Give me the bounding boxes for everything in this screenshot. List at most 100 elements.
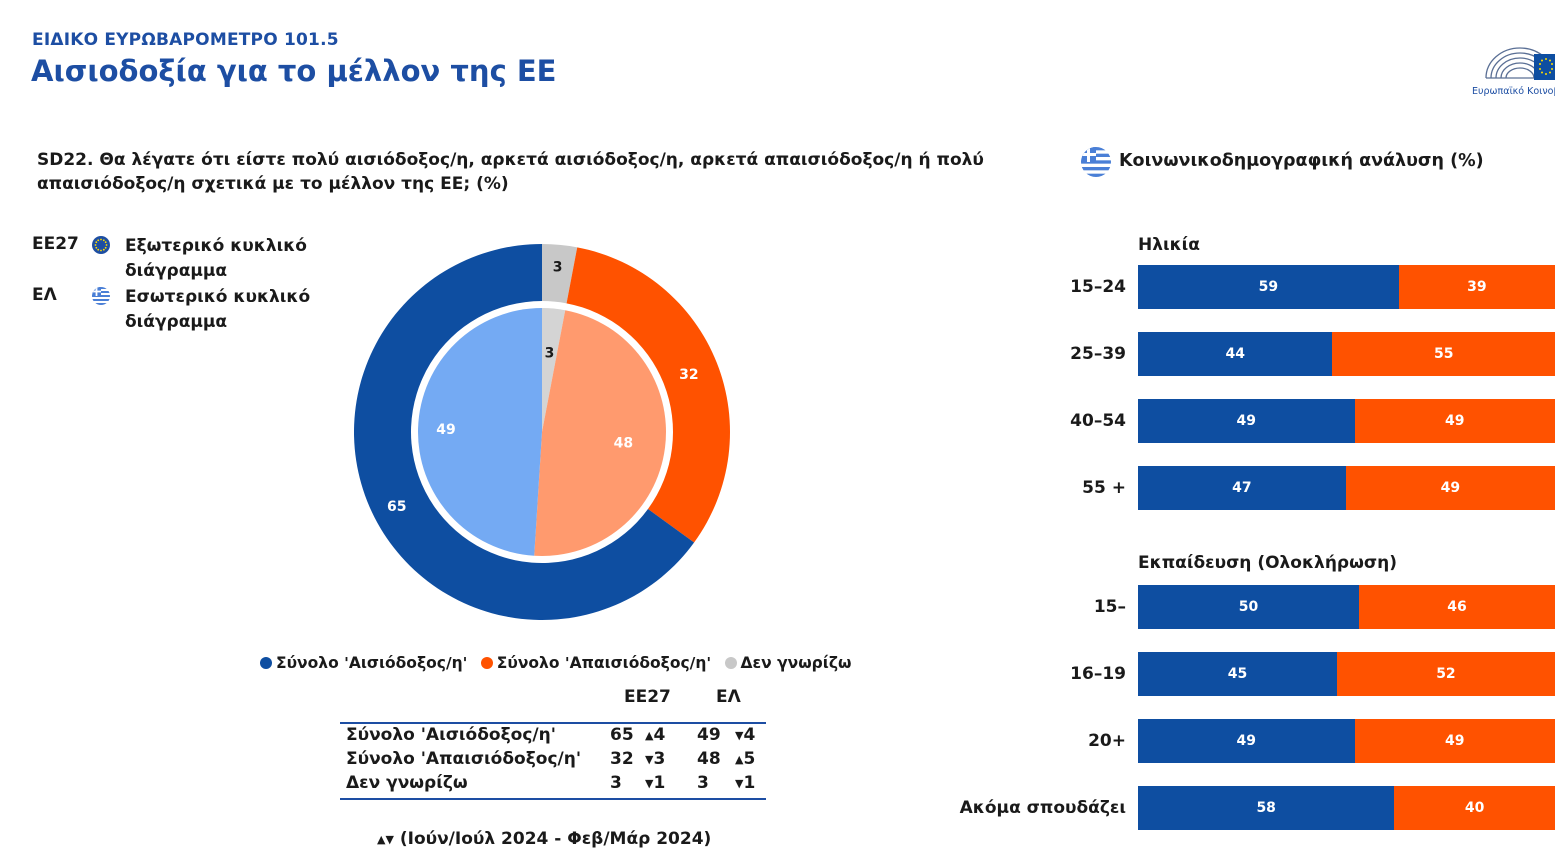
table-header-eu27: ΕΕ27 <box>624 687 671 707</box>
bar-segment-optimistic: 50 <box>1138 585 1359 629</box>
legend-optimistic-label: Σύνολο 'Αισιόδοξος/η' <box>276 654 468 672</box>
stacked-bar: 59 39 <box>1138 265 1555 309</box>
down-triangle-icon: ▼ <box>645 753 654 766</box>
eu27-slice-dontknow <box>542 244 578 304</box>
slice-labels: 3 32 65 3 48 49 <box>387 260 699 515</box>
stacked-bar: 49 49 <box>1138 399 1555 443</box>
bar-label: 15– <box>1093 597 1126 617</box>
down-triangle-icon: ▼ <box>735 729 744 742</box>
up-triangle-icon: ▲ <box>645 729 654 742</box>
group-title-age: Ηλικία <box>1138 235 1200 255</box>
legend-item-pessimistic: Σύνολο 'Απαισιόδοξος/η' <box>480 654 712 672</box>
bar-label: 55 + <box>1082 478 1126 498</box>
eu27-change-value: 4 <box>653 725 666 745</box>
eu27-change: ▲4 <box>645 725 665 745</box>
legend-dot-grey <box>724 657 737 669</box>
parliament-logo <box>1478 30 1555 100</box>
el-change-value: 1 <box>743 773 756 793</box>
bar-label: 16–19 <box>1070 664 1126 684</box>
bar-segment-optimistic: 49 <box>1138 719 1355 763</box>
el-change-value: 4 <box>743 725 756 745</box>
greek-flag-icon <box>1081 147 1111 177</box>
el-label-optimistic: 49 <box>436 422 455 438</box>
bar-label: 15–24 <box>1070 277 1126 297</box>
eu27-value: 32 <box>610 749 634 769</box>
bar-segment-pessimistic: 55 <box>1332 332 1555 376</box>
bar-label: 40–54 <box>1070 411 1126 431</box>
legend-dot-orange <box>480 657 493 669</box>
survey-question: SD22. Θα λέγατε ότι είστε πολύ αισιόδοξο… <box>37 150 984 194</box>
el-change: ▼1 <box>735 773 755 793</box>
ring-legend-el: ΕΛ Εσωτερικό κυκλικό διάγραμμα <box>32 285 332 335</box>
legend-pessimistic-label: Σύνολο 'Απαισιόδοξος/η' <box>496 654 712 672</box>
eu27-slice-optimistic <box>354 244 695 620</box>
ring-legend-label: ΕΕ27 <box>32 234 79 254</box>
bar-segment-pessimistic: 49 <box>1354 719 1555 763</box>
legend-dontknow-label: Δεν γνωρίζω <box>740 654 852 672</box>
eu27-value: 3 <box>610 773 622 793</box>
stacked-bar: 50 46 <box>1138 585 1555 629</box>
bar-segment-pessimistic: 46 <box>1359 585 1555 629</box>
socio-demographic-title: Κοινωνικοδημογραφική ανάλυση (%) <box>1119 151 1484 171</box>
el-slice-optimistic <box>418 308 542 556</box>
up-down-triangle-icon: ▲▼ <box>377 833 394 846</box>
table-row: Δεν γνωρίζω 3 ▼1 3 ▼1 <box>340 773 766 797</box>
parliament-logo-text: Ευρωπαϊκό Κοινοβούλιο <box>1472 86 1555 97</box>
bar-segment-optimistic: 44 <box>1138 332 1333 376</box>
up-triangle-icon: ▲ <box>735 753 744 766</box>
ring-legend-text: Εξωτερικό κυκλικό διάγραμμα <box>125 236 307 281</box>
stacked-bar: 44 55 <box>1138 332 1555 376</box>
eu27-label-dontknow: 3 <box>553 260 563 276</box>
el-change: ▲5 <box>735 749 755 769</box>
stacked-bar: 58 40 <box>1138 786 1555 830</box>
eu27-label-pessimistic: 32 <box>679 367 698 383</box>
comparison-table: Σύνολο 'Αισιόδοξος/η' 65 ▲4 49 ▼4 Σύνολο… <box>340 722 766 800</box>
stacked-bar: 45 52 <box>1138 652 1555 696</box>
bar-segment-pessimistic: 49 <box>1345 466 1555 510</box>
down-triangle-icon: ▼ <box>645 777 654 790</box>
table-header-el: ΕΛ <box>716 687 741 707</box>
bar-segment-pessimistic: 49 <box>1354 399 1555 443</box>
table-row: Σύνολο 'Αισιόδοξος/η' 65 ▲4 49 ▼4 <box>340 725 766 749</box>
ring-legend-text: Εσωτερικό κυκλικό διάγραμμα <box>125 287 311 332</box>
bar-label: Ακόμα σπουδάζει <box>959 798 1126 818</box>
el-change: ▼4 <box>735 725 755 745</box>
bar-label: 20+ <box>1088 731 1126 751</box>
bar-label: 25–39 <box>1070 344 1126 364</box>
el-value: 48 <box>697 749 721 769</box>
outer-ring-eu27 <box>354 244 730 620</box>
report-supertitle: ΕΙΔΙΚΟ ΕΥΡΩΒΑΡΟΜΕΤΡΟ 101.5 <box>32 30 339 50</box>
eu27-change: ▼3 <box>645 749 665 769</box>
table-row: Σύνολο 'Απαισιόδοξος/η' 32 ▼3 48 ▲5 <box>340 749 766 773</box>
eu27-change-value: 1 <box>653 773 666 793</box>
row-label: Σύνολο 'Αισιόδοξος/η' <box>346 725 556 745</box>
donut-chart: 3 32 65 3 48 49 <box>354 244 730 620</box>
eu27-label-optimistic: 65 <box>387 499 406 515</box>
eu27-change: ▼1 <box>645 773 665 793</box>
row-label: Δεν γνωρίζω <box>346 773 468 793</box>
period-footnote: ▲▼ (Ιούν/Ιούλ 2024 - Φεβ/Μάρ 2024) <box>377 829 711 849</box>
stacked-bar: 49 49 <box>1138 719 1555 763</box>
down-triangle-icon: ▼ <box>735 777 744 790</box>
eu27-value: 65 <box>610 725 634 745</box>
legend-item-optimistic: Σύνολο 'Αισιόδοξος/η' <box>260 654 467 672</box>
group-title-education: Εκπαίδευση (Ολοκλήρωση) <box>1138 553 1397 573</box>
el-slice-pessimistic <box>534 310 666 556</box>
bar-segment-optimistic: 47 <box>1138 466 1346 510</box>
bar-segment-optimistic: 45 <box>1138 652 1337 696</box>
chart-legend: Σύνολο 'Αισιόδοξος/η' Σύνολο 'Απαισιόδοξ… <box>260 654 859 672</box>
legend-dot-blue <box>260 657 272 669</box>
bar-segment-optimistic: 59 <box>1138 265 1399 309</box>
el-slice-dontknow <box>542 308 566 432</box>
page-title: Αισιοδοξία για το μέλλον της ΕΕ <box>31 54 557 88</box>
el-label-dontknow: 3 <box>545 345 555 361</box>
bar-segment-optimistic: 58 <box>1138 786 1395 830</box>
el-change-value: 5 <box>743 749 756 769</box>
el-value: 3 <box>697 773 709 793</box>
greek-flag-icon <box>92 287 110 305</box>
period-footnote-text: (Ιούν/Ιούλ 2024 - Φεβ/Μάρ 2024) <box>399 829 712 849</box>
ring-legend-label: ΕΛ <box>32 285 57 305</box>
legend-item-dontknow: Δεν γνωρίζω <box>724 654 852 672</box>
eu-flag-icon <box>92 236 110 254</box>
stacked-bar: 47 49 <box>1138 466 1555 510</box>
